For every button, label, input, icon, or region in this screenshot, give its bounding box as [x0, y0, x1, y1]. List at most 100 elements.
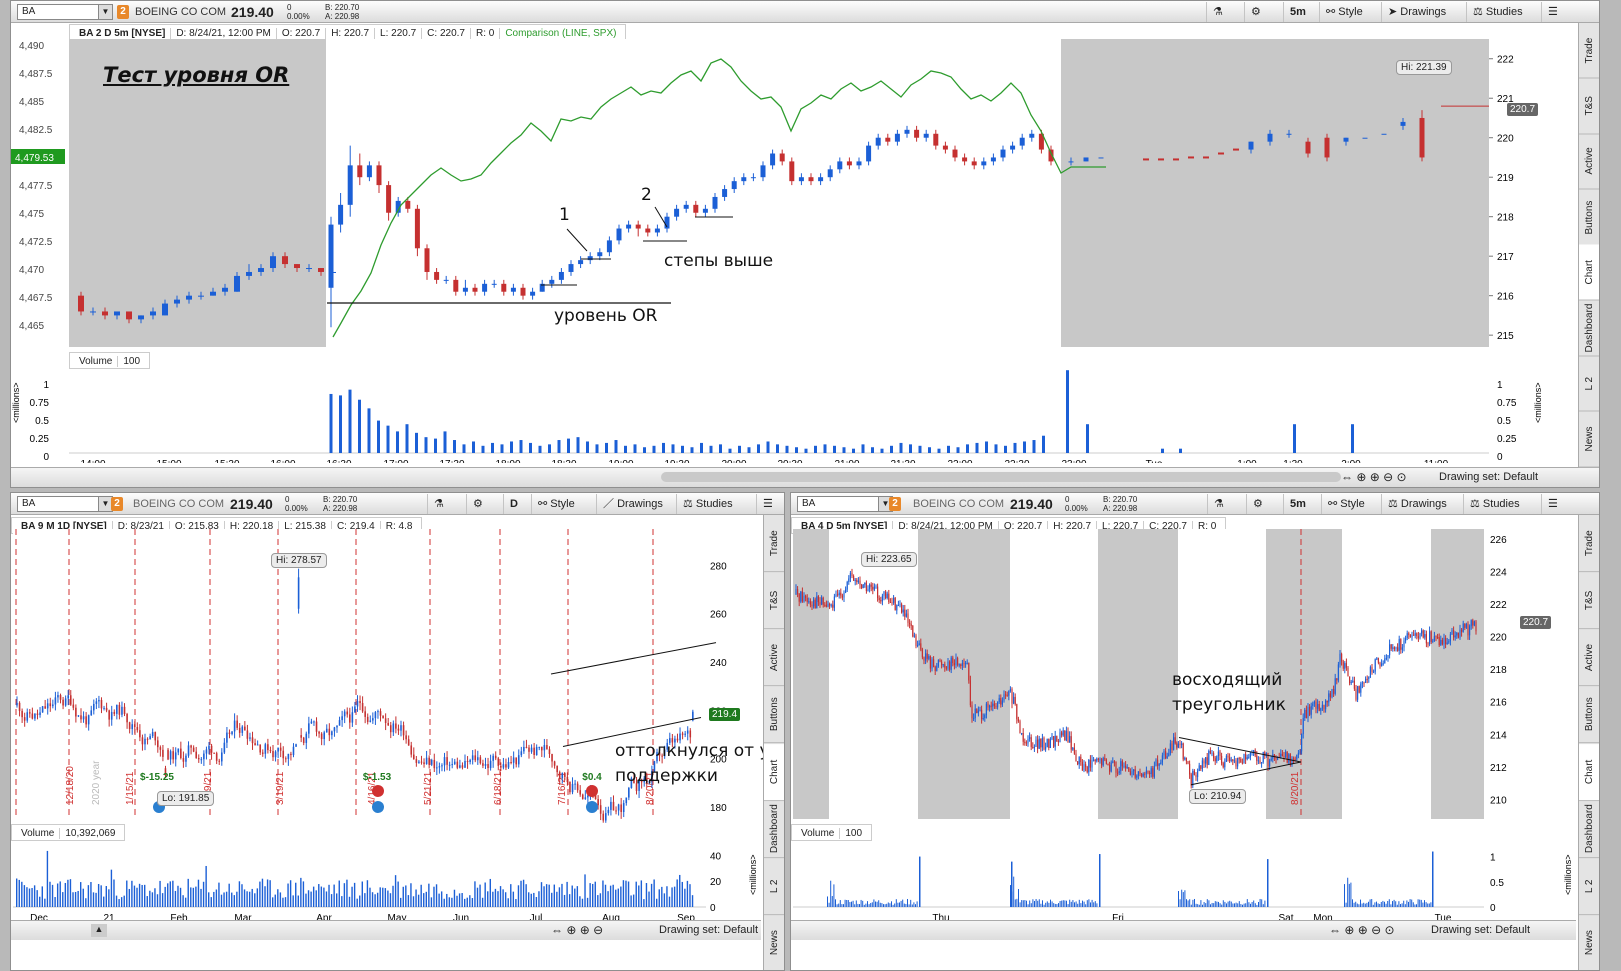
candle-body	[1337, 664, 1339, 681]
sidetab-chart[interactable]: Chart	[1579, 245, 1599, 301]
timeframe-button[interactable]: D	[503, 494, 524, 514]
candle-body	[267, 744, 269, 751]
chevron-down-icon[interactable]: ▼	[98, 497, 112, 511]
volume-bar	[336, 893, 338, 907]
zoom-controls[interactable]: ⇔ ⊕ ⊕ ⊖ ⊙	[1329, 923, 1395, 937]
volume-bar	[274, 894, 276, 907]
menu-icon[interactable]: ☰	[1541, 494, 1564, 514]
candle-body	[1045, 746, 1047, 750]
volume-bar	[1030, 903, 1032, 907]
gear-icon[interactable]: ⚙	[1244, 2, 1267, 22]
timeframe-button[interactable]: 5m	[1283, 494, 1312, 514]
sidetab-dashboard[interactable]: Dashboard	[764, 800, 784, 858]
volume-bar	[658, 889, 660, 907]
drawings-button[interactable]: ⚖ Drawings	[1381, 494, 1453, 514]
sidetab-l-2[interactable]: L 2	[1579, 356, 1599, 412]
expand-icon[interactable]: ▲	[91, 924, 107, 937]
timeframe-button[interactable]: 5m	[1283, 2, 1312, 22]
volume-bar	[614, 440, 618, 453]
candle-body	[841, 595, 843, 598]
candle-body	[1120, 761, 1122, 772]
style-label: Style	[550, 498, 575, 510]
top-price-chart[interactable]: 2222212202192182172162154,4904,487.54,48…	[11, 23, 1551, 463]
sidetab-t-s[interactable]: T&S	[1579, 78, 1599, 134]
style-button[interactable]: ⚯ Style	[1319, 2, 1369, 22]
chevron-down-icon[interactable]: ▼	[98, 5, 112, 19]
volume-bar	[377, 420, 380, 453]
drawings-button[interactable]: ➤ Drawings	[1381, 2, 1452, 22]
sidetab-chart[interactable]: Chart	[1579, 743, 1599, 801]
gear-icon[interactable]: ⚙	[1246, 494, 1269, 514]
candle-body	[1149, 772, 1151, 775]
drawing-set[interactable]: Drawing set: Default	[659, 924, 759, 936]
sidetab-trade[interactable]: Trade	[1579, 23, 1599, 79]
sidetab-trade[interactable]: Trade	[1579, 515, 1599, 573]
candle-body	[341, 716, 343, 721]
candle-body	[1448, 641, 1450, 643]
sidetab-trade[interactable]: Trade	[764, 515, 784, 573]
menu-icon[interactable]: ☰	[1541, 2, 1564, 22]
flask-icon[interactable]: ⚗	[427, 494, 450, 514]
volume-bar	[446, 893, 448, 907]
style-button[interactable]: ⚯ Style	[1321, 494, 1371, 514]
scrollbar[interactable]	[661, 472, 1341, 482]
symbol-input[interactable]: BA ▼	[17, 496, 113, 512]
sidetab-dashboard[interactable]: Dashboard	[1579, 800, 1599, 858]
sidetab-l-2[interactable]: L 2	[1579, 857, 1599, 915]
candle-body	[1094, 759, 1096, 762]
sidetab-active-trader[interactable]: Active Trader	[1579, 629, 1599, 687]
sidetab-buttons[interactable]: Buttons	[1579, 189, 1599, 245]
symbol-input[interactable]: BA ▼	[17, 4, 113, 20]
sidetab-t-s[interactable]: T&S	[764, 572, 784, 630]
symbol-input[interactable]: BA ▼	[797, 496, 893, 512]
chevron-down-icon[interactable]: ▼	[878, 497, 892, 511]
sidetab-news[interactable]: News	[1579, 914, 1599, 970]
volume-bar	[1021, 900, 1023, 907]
studies-button[interactable]: ⚖ Studies	[1463, 494, 1526, 514]
zoom-controls[interactable]: ⇔ ⊕ ⊕ ⊖	[551, 923, 604, 937]
studies-button[interactable]: ⚖ Studies	[676, 494, 739, 514]
sidetab-buttons[interactable]: Buttons	[764, 686, 784, 744]
sidetab-news[interactable]: News	[1579, 411, 1599, 467]
bid-ask: B: 220.70 A: 220.98	[1103, 495, 1137, 513]
volume-bar	[497, 891, 499, 907]
style-button[interactable]: ⚯ Style	[531, 494, 581, 514]
volume-value: 100	[123, 356, 141, 367]
sidetab-chart[interactable]: Chart	[764, 743, 784, 801]
volume-bar	[415, 889, 417, 907]
sidetab-active-trader[interactable]: Active Trader	[764, 629, 784, 687]
link-badge[interactable]: 2	[889, 497, 901, 511]
gear-icon[interactable]: ⚙	[466, 494, 489, 514]
flask-icon[interactable]: ⚗	[1207, 494, 1230, 514]
candle-body	[795, 589, 797, 595]
zoom-controls[interactable]: ⇔ ⊕ ⊕ ⊖ ⊙	[1341, 470, 1407, 484]
drawing-set[interactable]: Drawing set: Default	[1439, 471, 1539, 483]
sidetab-l-2[interactable]: L 2	[764, 857, 784, 915]
candle-body	[806, 598, 808, 602]
link-badge[interactable]: 2	[117, 5, 129, 19]
sidetab-dashboard[interactable]: Dashboard	[1579, 300, 1599, 356]
candle-body	[1285, 751, 1287, 758]
studies-button[interactable]: ⚖ Studies	[1466, 2, 1529, 22]
sidetab-t-s[interactable]: T&S	[1579, 572, 1599, 630]
sidetab-news[interactable]: News	[764, 914, 784, 970]
menu-icon[interactable]: ☰	[756, 494, 779, 514]
right-price-chart[interactable]: 2262242222202182162142122108/20/2110.50<…	[791, 515, 1578, 955]
link-badge[interactable]: 2	[111, 497, 123, 511]
candle-body	[945, 667, 947, 669]
candle-body	[162, 749, 164, 757]
candle-body	[482, 283, 488, 292]
candle-body	[832, 604, 834, 608]
drawings-button[interactable]: ／ Drawings	[596, 494, 669, 514]
flask-icon[interactable]: ⚗	[1206, 2, 1229, 22]
candle-body	[1305, 709, 1307, 718]
drawing-set[interactable]: Drawing set: Default	[1431, 924, 1531, 936]
candle-body	[1021, 733, 1023, 735]
ask: A: 220.98	[1103, 504, 1138, 513]
sidetab-buttons[interactable]: Buttons	[1579, 686, 1599, 744]
volume-bar	[187, 878, 189, 907]
sidetab-active-trader[interactable]: Active Trader	[1579, 134, 1599, 190]
candle-body	[676, 738, 679, 741]
candle-body	[949, 661, 951, 670]
